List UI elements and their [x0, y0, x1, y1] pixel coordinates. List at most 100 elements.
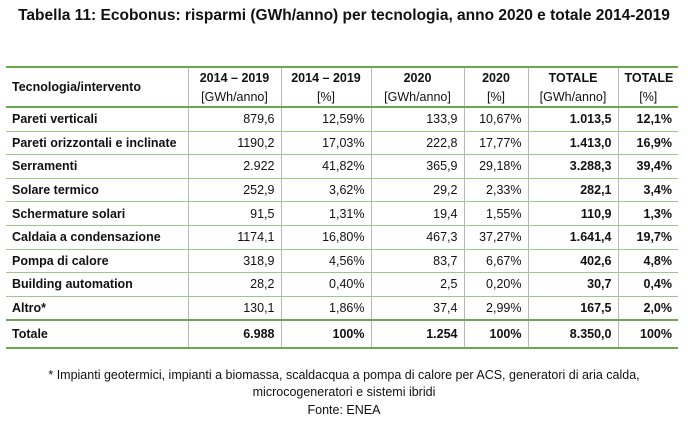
table-row: Pompa di calore 318,9 4,56% 83,7 6,67% 4…	[6, 249, 678, 274]
cell-period-gwh: 130,1	[188, 296, 282, 322]
row-name: Caldaia a condensazione	[6, 225, 189, 250]
cell-2020-pct: 29,18%	[464, 154, 529, 179]
cell-total-pct: 19,7%	[618, 225, 678, 250]
total-period-pct: 100%	[281, 320, 372, 349]
footnote: * Impianti geotermici, impianti a biomas…	[0, 367, 688, 401]
cell-2020-pct: 2,99%	[464, 296, 529, 322]
cell-total-gwh: 30,7	[528, 272, 619, 297]
cell-2020-gwh: 467,3	[371, 225, 465, 250]
cell-period-pct: 0,40%	[281, 272, 372, 297]
cell-2020-gwh: 29,2	[371, 178, 465, 203]
footnote-line-2: microcogeneratori e sistemi ibridi	[252, 385, 436, 399]
cell-2020-gwh: 222,8	[371, 131, 465, 156]
cell-2020-gwh: 2,5	[371, 272, 465, 297]
cell-period-pct: 41,82%	[281, 154, 372, 179]
total-period-gwh: 6.988	[188, 320, 282, 349]
cell-period-pct: 16,80%	[281, 225, 372, 250]
cell-period-pct: 1,86%	[281, 296, 372, 322]
unit-period-pct: [%]	[281, 87, 372, 108]
unit-total-pct: [%]	[618, 87, 678, 108]
cell-total-gwh: 3.288,3	[528, 154, 619, 179]
cell-total-gwh: 1.013,5	[528, 107, 619, 132]
total-2020-pct: 100%	[464, 320, 529, 349]
table-row: Altro* 130,1 1,86% 37,4 2,99% 167,5 2,0%	[6, 296, 678, 322]
cell-period-gwh: 2.922	[188, 154, 282, 179]
cell-period-pct: 4,56%	[281, 249, 372, 274]
cell-2020-pct: 37,27%	[464, 225, 529, 250]
cell-2020-pct: 17,77%	[464, 131, 529, 156]
cell-2020-pct: 0,20%	[464, 272, 529, 297]
cell-total-pct: 39,4%	[618, 154, 678, 179]
cell-total-pct: 2,0%	[618, 296, 678, 322]
row-name: Schermature solari	[6, 201, 189, 226]
cell-total-gwh: 282,1	[528, 178, 619, 203]
total-2020-gwh: 1.254	[371, 320, 465, 349]
row-name: Serramenti	[6, 154, 189, 179]
cell-period-gwh: 879,6	[188, 107, 282, 132]
table-row: Solare termico 252,9 3,62% 29,2 2,33% 28…	[6, 178, 678, 203]
row-name: Pareti verticali	[6, 107, 189, 132]
unit-total-gwh: [GWh/anno]	[528, 87, 619, 108]
cell-period-gwh: 252,9	[188, 178, 282, 203]
total-total-pct: 100%	[640, 327, 672, 342]
cell-2020-gwh: 83,7	[371, 249, 465, 274]
cell-total-pct: 3,4%	[618, 178, 678, 203]
cell-period-pct: 17,03%	[281, 131, 372, 156]
header-row: Tecnologia/intervento 2014 – 2019 2014 –…	[6, 67, 678, 108]
cell-2020-gwh: 37,4	[371, 296, 465, 322]
header-2020-pct: 2020	[464, 67, 529, 87]
savings-table: Tecnologia/intervento 2014 – 2019 2014 –…	[6, 66, 678, 350]
cell-2020-gwh: 365,9	[371, 154, 465, 179]
header-period-gwh: 2014 – 2019	[188, 67, 282, 87]
table-row: Caldaia a condensazione 1174,1 16,80% 46…	[6, 225, 678, 250]
cell-2020-pct: 1,55%	[464, 201, 529, 226]
total-label: Totale	[6, 320, 189, 349]
cell-period-gwh: 1174,1	[188, 225, 282, 250]
table-row: Pareti verticali 879,6 12,59% 133,9 10,6…	[6, 107, 678, 132]
cell-total-gwh: 110,9	[528, 201, 619, 226]
header-technology: Tecnologia/intervento	[6, 67, 189, 108]
cell-total-gwh: 402,6	[528, 249, 619, 274]
cell-total-pct: 12,1%	[618, 107, 678, 132]
header-unit-row: [GWh/anno] [%] [GWh/anno] [%] [GWh/anno]…	[6, 87, 678, 108]
cell-2020-gwh: 133,9	[371, 107, 465, 132]
cell-period-gwh: 91,5	[188, 201, 282, 226]
row-name: Pompa di calore	[6, 249, 189, 274]
cell-total-gwh: 1.413,0	[528, 131, 619, 156]
source-note: Fonte: ENEA	[307, 403, 381, 417]
cell-period-pct: 1,31%	[281, 201, 372, 226]
cell-period-pct: 12,59%	[281, 107, 372, 132]
cell-period-gwh: 1190,2	[188, 131, 282, 156]
header-2020-gwh: 2020	[371, 67, 465, 87]
cell-2020-gwh: 19,4	[371, 201, 465, 226]
cell-total-pct: 16,9%	[618, 131, 678, 156]
cell-2020-pct: 2,33%	[464, 178, 529, 203]
table-row: Schermature solari 91,5 1,31% 19,4 1,55%…	[6, 201, 678, 226]
table-row: Pareti orizzontali e inclinate 1190,2 17…	[6, 131, 678, 156]
total-row: Totale 6.988 100% 1.254 100% 8.350,0 100…	[6, 320, 678, 349]
table-row: Serramenti 2.922 41,82% 365,9 29,18% 3.2…	[6, 154, 678, 179]
row-name: Solare termico	[6, 178, 189, 203]
header-period-pct: 2014 – 2019	[281, 67, 372, 87]
unit-2020-pct: [%]	[464, 87, 529, 108]
cell-period-gwh: 318,9	[188, 249, 282, 274]
total-total-gwh: 8.350,0	[528, 320, 619, 349]
cell-total-pct: 1,3%	[618, 201, 678, 226]
cell-period-pct: 3,62%	[281, 178, 372, 203]
cell-total-gwh: 167,5	[528, 296, 619, 322]
table-title: Tabella 11: Ecobonus: risparmi (GWh/anno…	[18, 7, 670, 24]
footnote-line-1: * Impianti geotermici, impianti a biomas…	[48, 368, 640, 382]
unit-2020-gwh: [GWh/anno]	[371, 87, 465, 108]
cell-total-gwh: 1.641,4	[528, 225, 619, 250]
unit-period-gwh: [GWh/anno]	[188, 87, 282, 108]
cell-2020-pct: 10,67%	[464, 107, 529, 132]
cell-total-pct: 4,8%	[618, 249, 678, 274]
header-total-gwh: TOTALE	[528, 67, 619, 87]
row-name: Pareti orizzontali e inclinate	[6, 131, 189, 156]
cell-period-gwh: 28,2	[188, 272, 282, 297]
cell-2020-pct: 6,67%	[464, 249, 529, 274]
cell-total-pct: 0,4%	[618, 272, 678, 297]
table-row: Building automation 28,2 0,40% 2,5 0,20%…	[6, 272, 678, 297]
row-name: Altro*	[6, 296, 189, 322]
row-name: Building automation	[6, 272, 189, 297]
